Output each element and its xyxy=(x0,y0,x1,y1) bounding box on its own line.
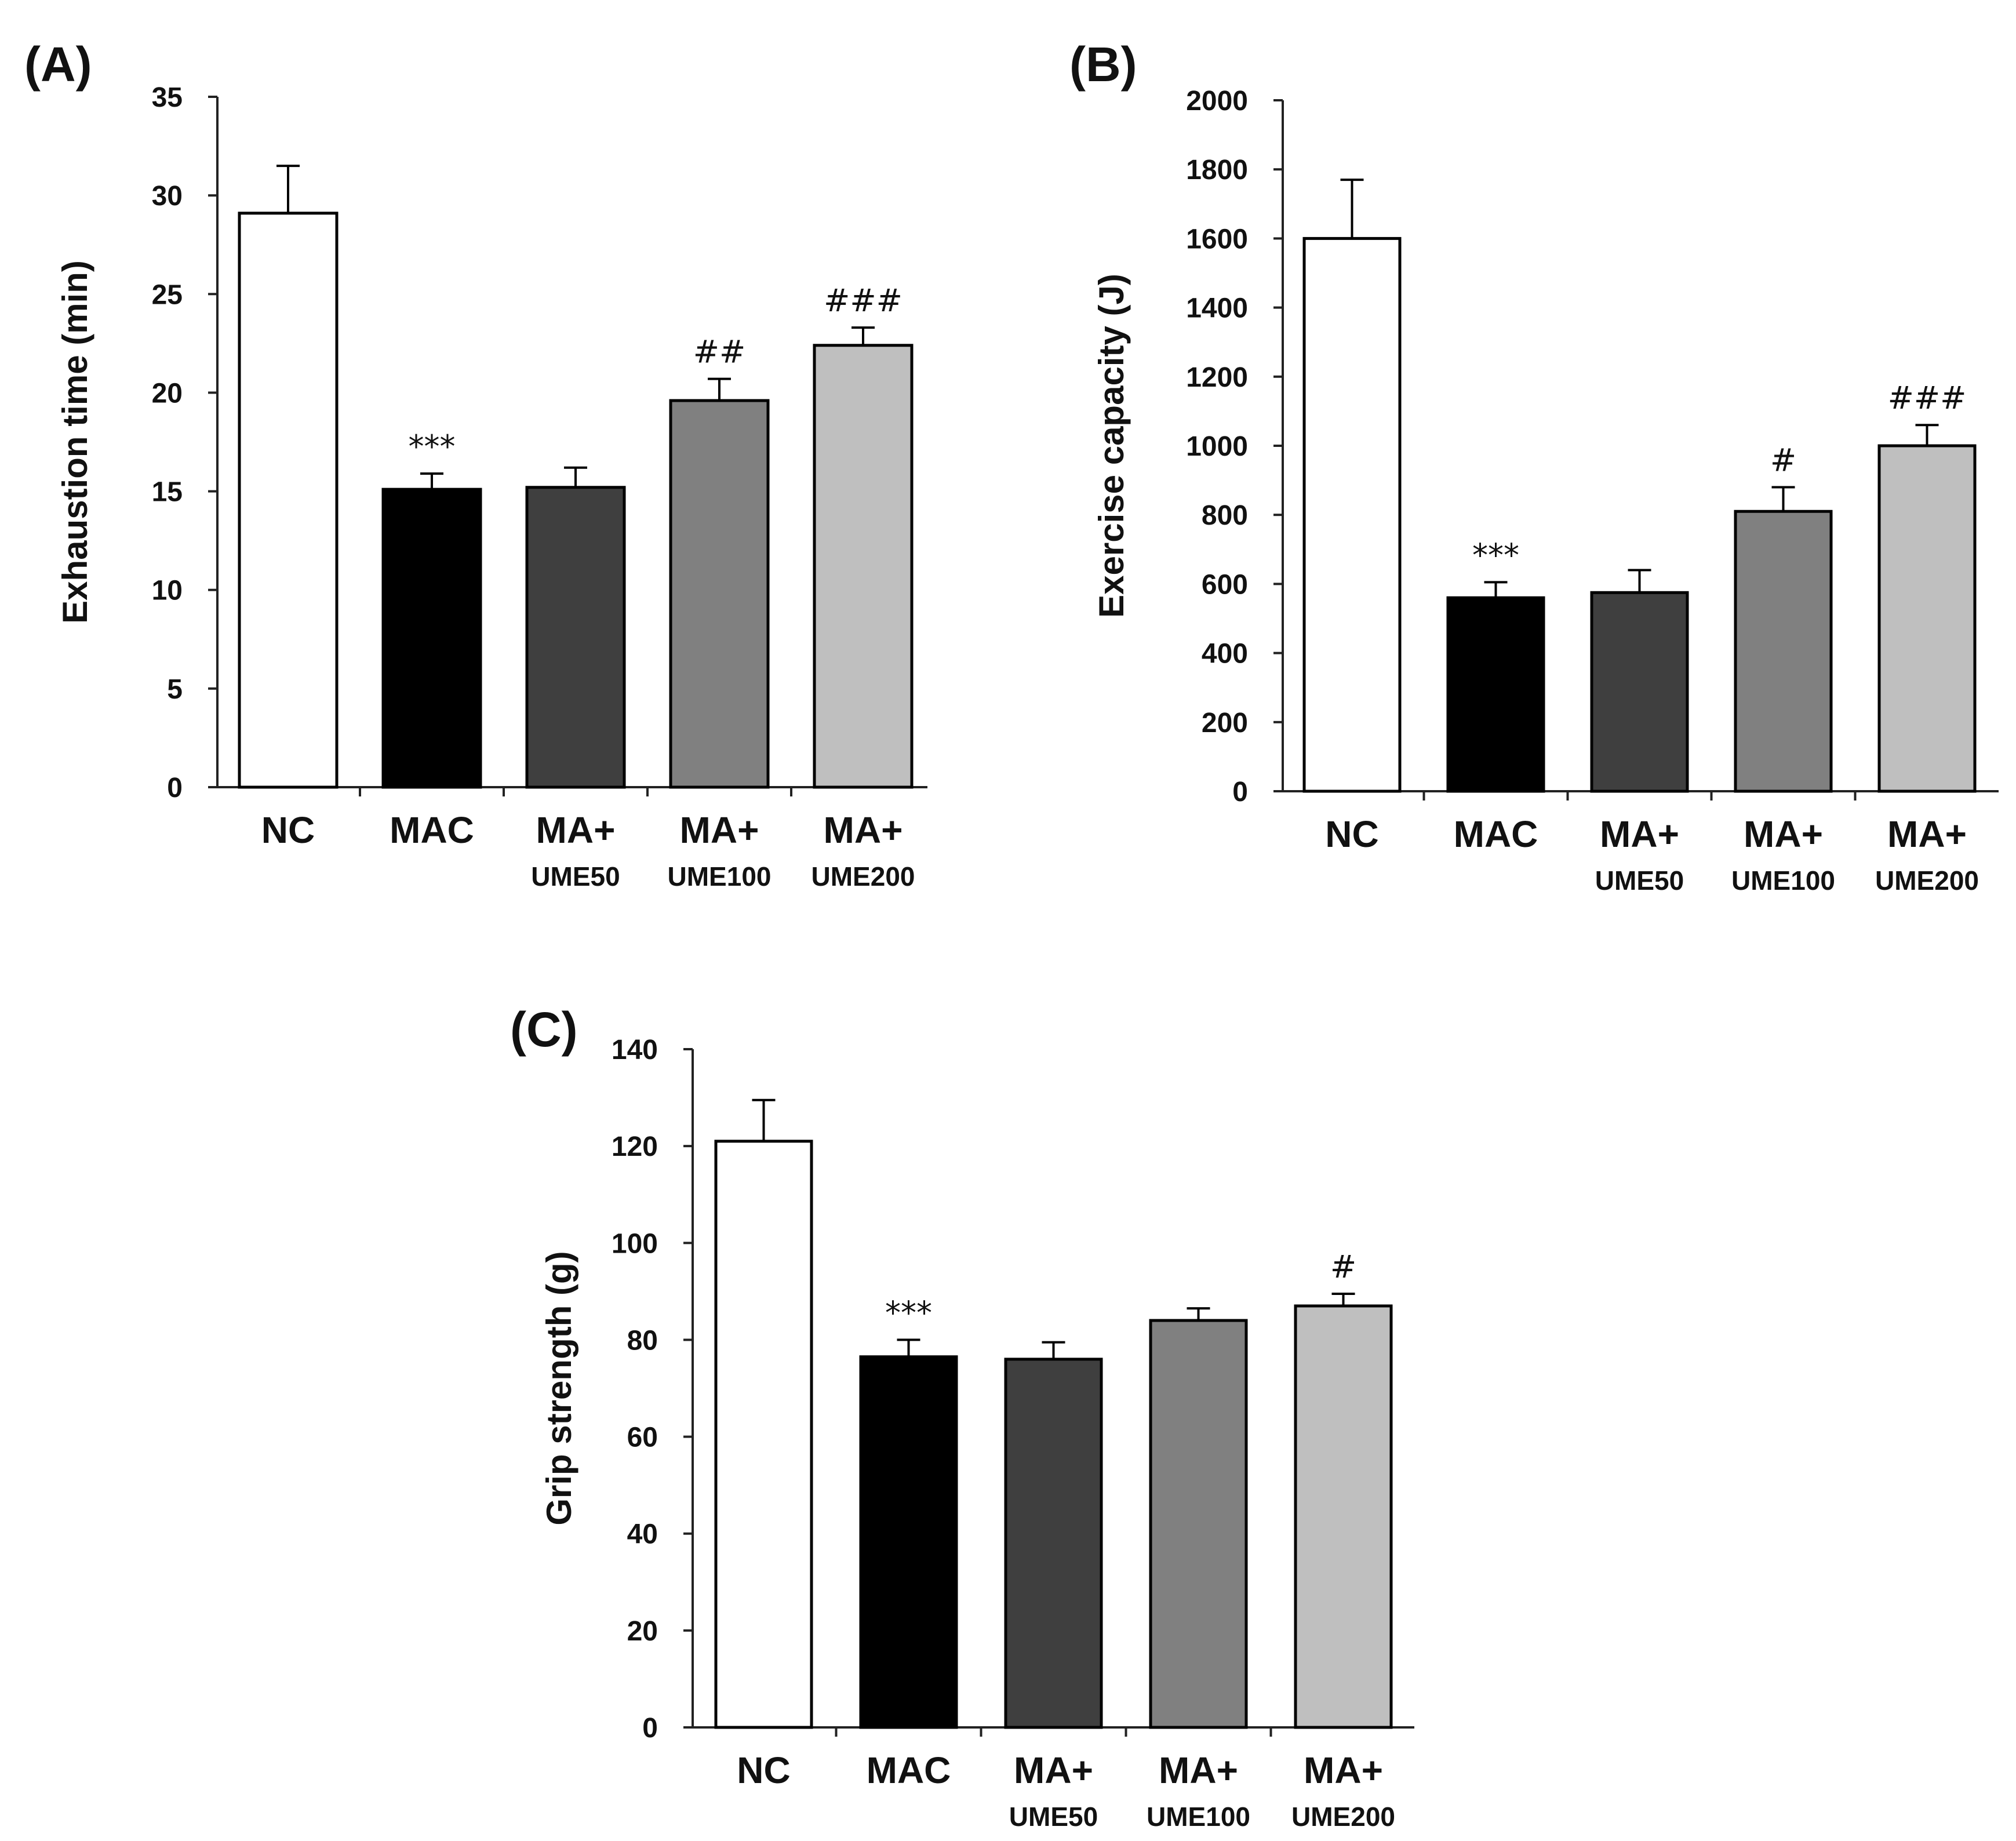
bar-b-4 xyxy=(1877,444,1977,793)
significance-c-4: # xyxy=(1330,1249,1356,1285)
category-sublabel-c-2: UME50 xyxy=(1009,1802,1098,1832)
y-tick-label-a: 5 xyxy=(167,674,183,705)
category-sublabel-a-4: UME200 xyxy=(812,861,915,892)
category-label-b-3: MA+ xyxy=(1744,813,1823,855)
category-label-c-1: MAC xyxy=(867,1749,951,1791)
y-tick-label-a: 25 xyxy=(152,279,183,310)
category-label-a-4: MA+ xyxy=(824,809,903,851)
category-label-a-0: NC xyxy=(261,809,315,851)
bar-c-4 xyxy=(1294,1304,1393,1729)
y-tick-label-b: 2000 xyxy=(1186,86,1248,117)
significance-a-4: ### xyxy=(824,282,903,319)
category-sublabel-b-2: UME50 xyxy=(1595,865,1684,896)
y-tick-label-c: 100 xyxy=(612,1228,658,1259)
y-tick-label-c: 60 xyxy=(627,1422,658,1453)
y-axis-label-a: Exhaustion time (min) xyxy=(56,260,94,624)
y-tick-label-a: 20 xyxy=(152,378,183,409)
y-tick-label-c: 40 xyxy=(627,1519,658,1550)
y-tick-label-a: 35 xyxy=(152,82,183,113)
bar-a-4 xyxy=(813,344,914,789)
panel-a-label: (A) xyxy=(24,37,92,92)
y-tick-label-b: 1400 xyxy=(1186,293,1248,324)
y-tick-label-c: 120 xyxy=(612,1131,658,1162)
y-tick-label-b: 1200 xyxy=(1186,362,1248,393)
bar-b-3 xyxy=(1734,510,1833,793)
y-tick-label-a: 10 xyxy=(152,576,183,606)
y-axis-label-c: Grip strength (g) xyxy=(540,1251,578,1525)
y-tick-label-c: 140 xyxy=(612,1035,658,1065)
y-tick-label-b: 200 xyxy=(1202,708,1248,738)
bar-b-1 xyxy=(1446,596,1545,793)
category-label-b-2: MA+ xyxy=(1600,813,1679,855)
y-tick-label-c: 20 xyxy=(627,1616,658,1647)
y-tick-label-c: 0 xyxy=(642,1713,658,1744)
y-tick-label-a: 15 xyxy=(152,477,183,508)
category-label-c-3: MA+ xyxy=(1159,1749,1238,1791)
y-tick-label-a: 0 xyxy=(167,773,183,803)
significance-a-1: *** xyxy=(409,428,456,465)
panel-c-grip-strength: (C) 0 20 40 60 80 100 120 140 Grip strength (g) NC… xyxy=(510,1002,1414,1832)
bar-a-2 xyxy=(525,486,626,789)
panel-b-label: (B) xyxy=(1069,37,1137,92)
significance-b-4: ### xyxy=(1888,380,1967,416)
bar-a-1 xyxy=(381,487,482,789)
bar-b-0 xyxy=(1302,237,1402,793)
category-label-c-0: NC xyxy=(737,1749,790,1791)
bar-a-3 xyxy=(669,399,770,789)
bar-c-1 xyxy=(859,1355,958,1729)
bar-a-0 xyxy=(238,212,339,789)
bar-c-0 xyxy=(714,1140,813,1729)
y-tick-label-b: 1600 xyxy=(1186,224,1248,254)
y-tick-label-b: 1800 xyxy=(1186,155,1248,185)
category-label-b-4: MA+ xyxy=(1887,813,1967,855)
panel-c-label: (C) xyxy=(510,1002,578,1057)
y-tick-label-b: 600 xyxy=(1202,569,1248,600)
category-label-a-2: MA+ xyxy=(536,809,616,851)
category-sublabel-a-3: UME100 xyxy=(668,861,772,892)
y-tick-label-b: 800 xyxy=(1202,500,1248,531)
significance-b-1: *** xyxy=(1472,537,1519,573)
category-sublabel-b-3: UME100 xyxy=(1731,865,1835,896)
significance-c-1: *** xyxy=(885,1294,932,1331)
bar-b-2 xyxy=(1590,591,1689,793)
category-sublabel-c-3: UME100 xyxy=(1147,1802,1250,1832)
y-tick-label-c: 80 xyxy=(627,1325,658,1356)
significance-b-3: # xyxy=(1770,442,1796,479)
category-label-a-1: MAC xyxy=(390,809,474,851)
panel-a-exhaustion-time: (A) 0 5 10 15 20 25 30 35 Exhaustion time (min) NC… xyxy=(24,37,927,892)
category-sublabel-a-2: UME50 xyxy=(531,861,620,892)
category-label-c-4: MA+ xyxy=(1304,1749,1383,1791)
category-sublabel-c-4: UME200 xyxy=(1291,1802,1395,1832)
category-label-b-0: NC xyxy=(1325,813,1378,855)
y-tick-label-a: 30 xyxy=(152,181,183,212)
y-tick-label-b: 400 xyxy=(1202,639,1248,670)
category-label-b-1: MAC xyxy=(1454,813,1538,855)
category-label-a-3: MA+ xyxy=(680,809,759,851)
y-axis-label-b: Exercise capacity (J) xyxy=(1092,274,1131,618)
significance-a-3: ## xyxy=(693,334,746,370)
category-label-c-2: MA+ xyxy=(1014,1749,1093,1791)
panel-b-exercise-capacity: (B) 0 200 400 600 800 1000 1200 1400 1600 1800 2000… xyxy=(1069,37,1999,896)
y-tick-label-b: 1000 xyxy=(1186,431,1248,462)
y-tick-label-b: 0 xyxy=(1232,777,1248,807)
bar-c-2 xyxy=(1004,1358,1103,1729)
bar-c-3 xyxy=(1149,1319,1248,1729)
category-sublabel-b-4: UME200 xyxy=(1875,865,1979,896)
